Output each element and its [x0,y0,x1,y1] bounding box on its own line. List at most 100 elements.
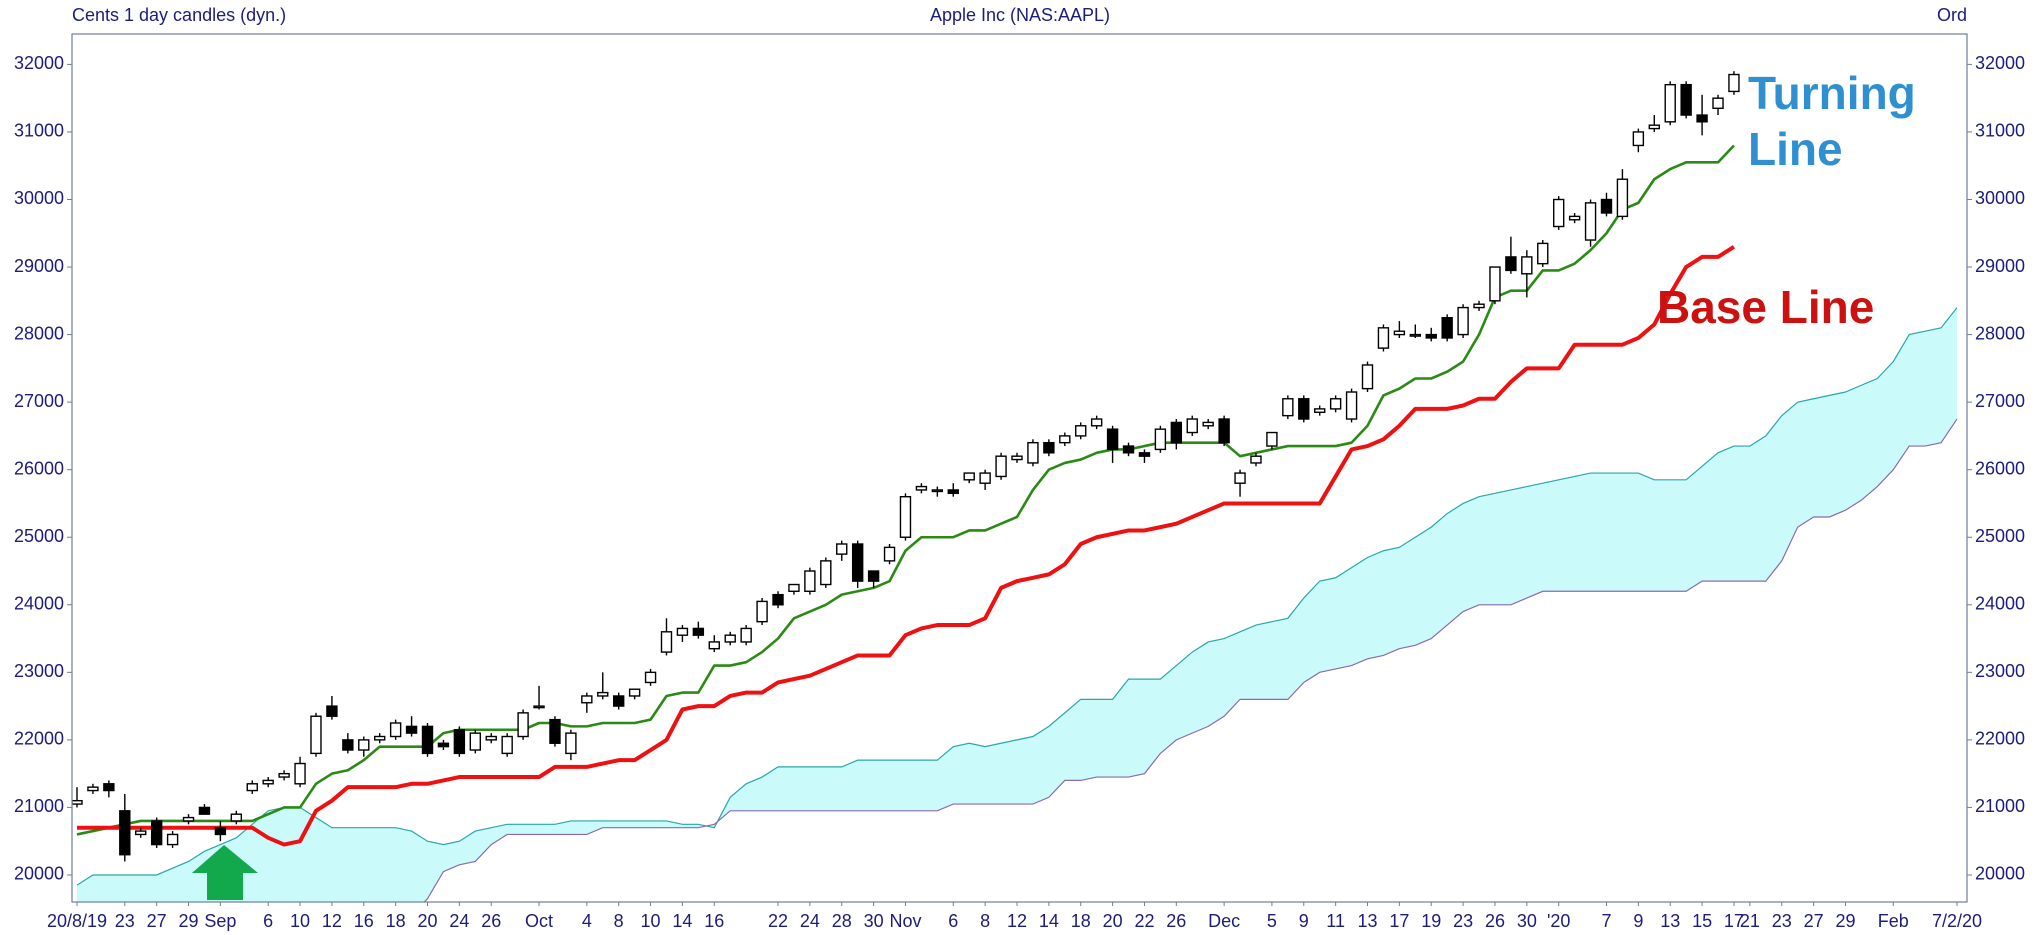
candle-body [1664,83,1676,123]
y-tick-label: 26000 [14,458,64,478]
candle-body [947,489,959,495]
y-tick-label-right: 21000 [1975,796,2025,816]
x-tick-label: 23 [115,911,135,931]
candle-body [469,732,482,751]
candle-body [262,779,274,785]
candle-body [1170,421,1183,444]
x-tick-label: 13 [1660,911,1680,931]
x-tick-label: 12 [322,911,342,931]
candle-body [915,485,928,491]
x-tick-label: Oct [525,911,553,931]
line-layer [76,144,1736,847]
candle-body [1632,131,1645,147]
candle-body [1186,418,1198,434]
candle-body [1648,124,1660,130]
y-tick-label: 31000 [14,121,64,141]
candle-body [581,695,593,704]
y-tick-label: 25000 [14,526,64,546]
candle-body [1122,445,1135,454]
annotation: Line [1748,123,1843,175]
candle-body [1728,73,1740,93]
x-tick-label: 14 [1039,911,1059,931]
candle-body [851,543,864,582]
candle-layer [72,71,1740,862]
candle-body [453,729,466,755]
candle-body [246,783,258,792]
candle-body [1409,333,1422,337]
x-tick-label: 30 [864,911,884,931]
candle-body [995,455,1007,478]
candle-body [389,722,402,738]
x-tick-label: 18 [1071,911,1091,931]
y-tick-label: 29000 [14,256,64,276]
x-tick-label: 27 [147,911,167,931]
candle-body [1393,330,1406,336]
candle-body [644,671,657,684]
candle-body [1457,306,1469,336]
x-tick-label: Nov [889,911,921,931]
y-tick-label-right: 28000 [1975,323,2025,343]
y-tick-label-right: 23000 [1975,661,2025,681]
candle-body [931,489,944,493]
x-tick-label: 10 [641,911,661,931]
candle-body [72,799,83,805]
y-tick-label: 22000 [14,729,64,749]
candle-body [1329,398,1342,410]
candle-body [198,806,211,815]
y-tick-label-right: 25000 [1975,526,2025,546]
candle-body [182,816,195,822]
candle-body [1441,317,1453,339]
candle-body [899,496,912,538]
x-tick-label: 10 [290,911,310,931]
candle-body [294,762,306,785]
cloud-span-b [423,418,1958,902]
x-tick-label: 9 [1633,911,1643,931]
candle-body [1138,452,1151,457]
annotation: Turning [1748,67,1916,119]
x-tick-label: 17 [1724,911,1744,931]
cloud-layer [76,307,1958,902]
x-tick-label: 18 [386,911,406,931]
x-tick-label: 20/8/19 [47,911,107,931]
x-tick-label: 28 [832,911,852,931]
candle-body [628,688,641,697]
candle-body [708,641,720,650]
candle-body [135,830,147,836]
x-tick-label: 16 [704,911,724,931]
x-tick-label: 26 [1485,911,1505,931]
candle-body [1377,327,1390,349]
candle-body [660,631,673,653]
y-tick-label: 30000 [14,188,64,208]
candle-body [1090,418,1103,427]
x-tick-label: 29 [179,911,199,931]
candle-body [103,783,115,792]
x-tick-label: 29 [1835,911,1855,931]
candle-body [1043,441,1055,454]
x-tick-label: 17 [1389,911,1409,931]
candle-body [836,543,848,555]
y-tick-label: 24000 [14,594,64,614]
x-tick-label: 23 [1453,911,1473,931]
x-tick-label: 9 [1299,911,1309,931]
plot-frame [71,33,1968,903]
x-tick-label: 26 [1166,911,1186,931]
y-tick-label: 28000 [14,323,64,343]
y-tick-label-right: 26000 [1975,458,2025,478]
candle-body [87,786,99,792]
candle-body [214,826,227,836]
candle-body [788,583,800,592]
x-tick-label: 22 [1134,911,1154,931]
cloud-span-a [76,307,1958,886]
candle-body [1027,441,1039,464]
candle-body [421,725,434,755]
candle-body [1298,398,1310,420]
candle-body [565,732,577,755]
y-tick-label-right: 24000 [1975,594,2025,614]
x-tick-label: '20 [1547,911,1570,931]
candle-body [963,472,975,481]
candle-body [517,712,529,738]
candle-body [166,833,179,846]
candle-body [405,725,418,734]
candle-body [230,813,243,822]
